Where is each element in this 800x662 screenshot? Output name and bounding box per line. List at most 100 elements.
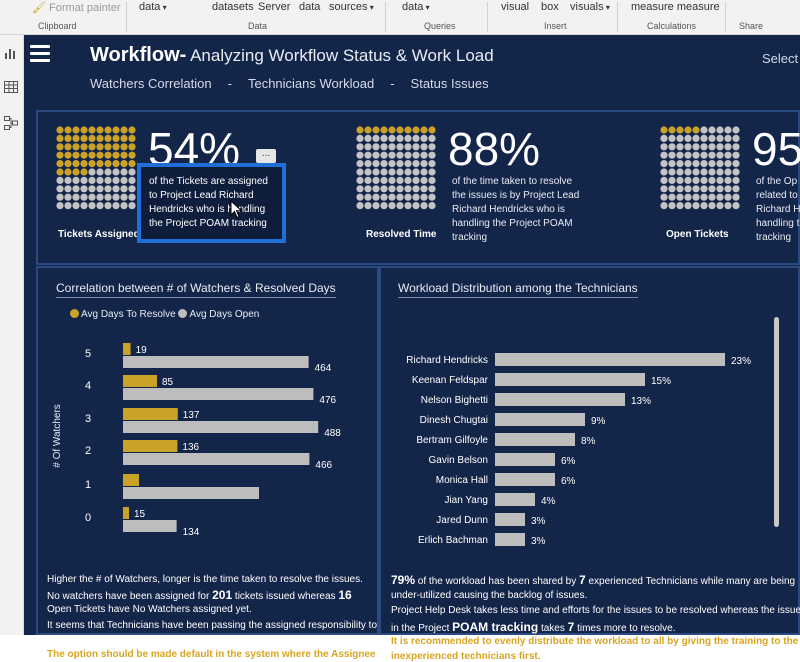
waffle-dot: [404, 193, 412, 201]
measure-button[interactable]: measure measure: [631, 1, 720, 13]
recent-sources-button[interactable]: sources: [329, 1, 374, 13]
workload-bar[interactable]: [495, 513, 525, 526]
y-axis-label: # Of Watchers: [52, 404, 63, 468]
waffle-dot-filled: [72, 126, 80, 134]
text-box-button[interactable]: box: [541, 1, 559, 13]
bar-avg-days-resolve[interactable]: [123, 440, 178, 452]
workload-bar[interactable]: [495, 433, 575, 446]
waffle-dot-filled: [56, 168, 64, 176]
group-calculations: Calculations: [647, 21, 697, 31]
waffle-dot: [104, 185, 112, 193]
more-options-button[interactable]: ...: [256, 149, 276, 163]
waffle-dot: [412, 151, 420, 159]
select-slicer-label[interactable]: Select: [762, 51, 799, 66]
bar-avg-days-open[interactable]: [123, 388, 314, 400]
format-painter-button[interactable]: 🖌 Format painter: [32, 2, 121, 14]
waffle-dot: [708, 193, 716, 201]
waffle-dot: [412, 185, 420, 193]
nav-technicians-workload[interactable]: Technicians Workload: [247, 76, 375, 91]
insight-line: 79% of the workload has been shared by 7…: [391, 573, 796, 587]
bar-avg-days-resolve[interactable]: [123, 408, 178, 420]
waffle-dot: [428, 151, 436, 159]
data-label: 137: [183, 410, 200, 421]
waffle-dot: [660, 160, 668, 168]
workload-bar[interactable]: [495, 533, 525, 546]
workload-bar[interactable]: [495, 373, 645, 386]
waffle-dot: [380, 176, 388, 184]
data-label: 464: [315, 363, 332, 374]
enter-data-button[interactable]: data: [299, 1, 321, 13]
waffle-dot: [80, 185, 88, 193]
title-rest: Analyzing Workflow Status & Work Load: [186, 46, 494, 65]
bar-avg-days-open[interactable]: [123, 453, 310, 465]
workload-bar[interactable]: [495, 473, 555, 486]
waffle-dot: [96, 176, 104, 184]
bar-avg-days-open[interactable]: [123, 487, 259, 499]
workload-bar[interactable]: [495, 413, 585, 426]
data-label: 466: [315, 460, 332, 471]
nav-status-issues[interactable]: Status Issues: [410, 76, 489, 91]
sql-server-button[interactable]: Server: [258, 1, 291, 13]
waffle-dot: [412, 160, 420, 168]
waffle-dot: [428, 185, 436, 193]
waffle-dot: [380, 143, 388, 151]
data-label: 488: [324, 428, 341, 439]
waffle-dot: [420, 193, 428, 201]
waffle-dot: [64, 185, 72, 193]
bar-avg-days-resolve[interactable]: [123, 375, 157, 387]
waffle-dot: [364, 176, 372, 184]
waffle-dot: [660, 143, 668, 151]
bar-avg-days-resolve[interactable]: [123, 474, 139, 486]
waffle-dot: [120, 168, 128, 176]
bar-avg-days-resolve[interactable]: [123, 343, 131, 355]
waffle-dot: [716, 151, 724, 159]
hamburger-menu-icon[interactable]: [30, 45, 50, 62]
kpi-resolved-time[interactable]: 88% of the time taken to resolve the issu…: [356, 123, 646, 256]
view-switcher-rail: [0, 35, 24, 635]
get-data-button[interactable]: data: [139, 1, 167, 13]
waffle-dot: [668, 185, 676, 193]
legend-item-resolve[interactable]: Avg Days To Resolve: [70, 309, 176, 320]
waffle-dot-filled: [64, 160, 72, 168]
datasets-button[interactable]: datasets: [212, 1, 254, 13]
workload-bar[interactable]: [495, 493, 535, 506]
waffle-dot: [104, 168, 112, 176]
waffle-dot: [356, 202, 364, 210]
waffle-dot: [356, 176, 364, 184]
model-view-icon[interactable]: [3, 115, 19, 131]
kpi-label: Resolved Time: [366, 229, 437, 240]
data-view-icon[interactable]: [3, 79, 19, 95]
waffle-dot: [356, 151, 364, 159]
waffle-dot-filled: [96, 160, 104, 168]
waffle-dot: [112, 185, 120, 193]
waffle-dot: [684, 143, 692, 151]
workload-scrollbar[interactable]: [774, 317, 779, 527]
waffle-dot: [112, 193, 120, 201]
workload-bar[interactable]: [495, 453, 555, 466]
more-visuals-button[interactable]: visuals: [570, 1, 610, 13]
bar-avg-days-resolve[interactable]: [123, 507, 129, 519]
waffle-dot: [700, 160, 708, 168]
report-view-icon[interactable]: [3, 45, 19, 61]
new-visual-button[interactable]: visual: [501, 1, 530, 13]
waffle-dot: [732, 176, 740, 184]
transform-data-button[interactable]: data: [402, 1, 430, 13]
legend-item-open[interactable]: Avg Days Open: [178, 309, 259, 320]
waffle-dot-filled: [56, 151, 64, 159]
workload-bar[interactable]: [495, 393, 625, 406]
bar-avg-days-open[interactable]: [123, 421, 319, 433]
nav-watchers-correlation[interactable]: Watchers Correlation: [90, 76, 212, 91]
workload-bar[interactable]: [495, 353, 725, 366]
waffle-dot: [364, 143, 372, 151]
waffle-dot-filled: [64, 168, 72, 176]
bar-avg-days-open[interactable]: [123, 520, 177, 532]
waffle-dot: [128, 193, 136, 201]
waffle-dot-filled: [120, 134, 128, 142]
waffle-dot: [716, 143, 724, 151]
waffle-chart: [660, 126, 740, 210]
waffle-dot: [96, 168, 104, 176]
mouse-cursor-icon: [230, 200, 243, 219]
watchers-bar-chart: # Of Watchers 5 19 464 4 85 476 3 137 488 2 136 466 1…: [52, 343, 341, 538]
bar-avg-days-open[interactable]: [123, 356, 309, 368]
